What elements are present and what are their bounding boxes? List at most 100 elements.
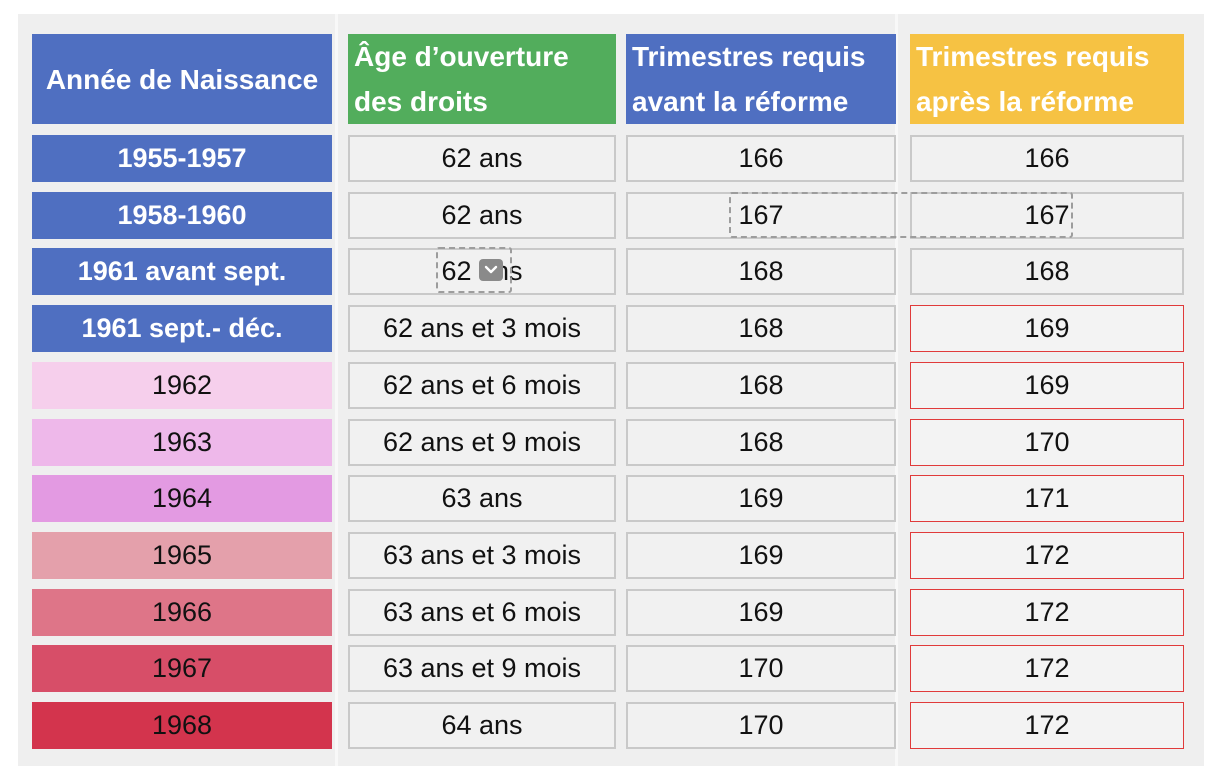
cell-age[interactable]: 62 ans et 9 mois [348, 419, 616, 466]
cell-text: 1965 [151, 540, 213, 570]
cell-age[interactable]: 62 ans [348, 192, 616, 239]
cell-text: 168 [1024, 256, 1070, 286]
cell-text: 62 ans [441, 200, 523, 230]
cell-age[interactable]: 64 ans [348, 702, 616, 749]
cell-text: 166 [1024, 143, 1070, 173]
cell-annee-naissance[interactable]: 1964 [32, 475, 332, 522]
cell-text: 172 [1024, 597, 1070, 627]
cell-avant[interactable]: 166 [626, 135, 896, 182]
chevron-down-icon [484, 265, 498, 274]
column-guide-left [335, 14, 338, 766]
cell-apres[interactable]: 172 [910, 532, 1184, 579]
header-avant-line-2: avant la réforme [632, 86, 849, 117]
cell-text: 169 [1024, 313, 1070, 343]
cell-annee-naissance[interactable]: 1965 [32, 532, 332, 579]
cell-age[interactable]: 63 ans et 6 mois [348, 589, 616, 636]
cell-apres[interactable]: 169 [910, 362, 1184, 409]
header-apres-line-1: Trimestres requis [916, 41, 1150, 72]
cell-avant[interactable]: 170 [626, 645, 896, 692]
cell-text: 168 [738, 427, 784, 457]
cell-avant[interactable]: 168 [626, 248, 896, 295]
cell-apres[interactable]: 166 [910, 135, 1184, 182]
cell-text: 169 [1024, 370, 1070, 400]
cell-age[interactable]: 62 ans et 6 mois [348, 362, 616, 409]
cell-text: 1964 [151, 483, 213, 513]
cell-avant[interactable]: 169 [626, 475, 896, 522]
cell-annee-naissance[interactable]: 1955-1957 [32, 135, 332, 182]
cell-apres[interactable]: 171 [910, 475, 1184, 522]
cell-annee-naissance[interactable]: 1962 [32, 362, 332, 409]
cell-avant[interactable]: 170 [626, 702, 896, 749]
cell-text: 62 ans et 6 mois [382, 370, 582, 400]
cell-text: 1966 [151, 597, 213, 627]
cell-text: 1955-1957 [117, 143, 247, 173]
header-annee-de-naissance[interactable]: Année de Naissance [32, 34, 332, 124]
cell-text: 172 [1024, 653, 1070, 683]
cell-text: 171 [1024, 483, 1070, 513]
cell-text: 172 [1024, 540, 1070, 570]
cell-annee-naissance[interactable]: 1967 [32, 645, 332, 692]
header-annee-label: Année de Naissance [45, 63, 319, 95]
cell-text: 1963 [151, 427, 213, 457]
cell-text: 172 [1024, 710, 1070, 740]
cell-text: 169 [738, 597, 784, 627]
cell-apres[interactable]: 172 [910, 702, 1184, 749]
cell-age[interactable]: 62 ans et 3 mois [348, 305, 616, 352]
cell-text: 1967 [151, 653, 213, 683]
cell-annee-naissance[interactable]: 1961 avant sept. [32, 248, 332, 295]
cell-apres[interactable]: 168 [910, 248, 1184, 295]
cell-annee-naissance[interactable]: 1958-1960 [32, 192, 332, 239]
cell-apres[interactable]: 169 [910, 305, 1184, 352]
cell-text: 166 [738, 143, 784, 173]
cell-avant[interactable]: 167 [626, 192, 896, 239]
cell-text: 1968 [151, 710, 213, 740]
cell-age[interactable]: 62 ans [348, 135, 616, 182]
cell-text: 167 [1024, 200, 1070, 230]
cell-text: 63 ans et 3 mois [382, 540, 582, 570]
cell-text: 168 [738, 313, 784, 343]
cell-text: 62 ans et 9 mois [382, 427, 582, 457]
cell-avant[interactable]: 168 [626, 419, 896, 466]
cell-avant[interactable]: 169 [626, 532, 896, 579]
header-trimestres-avant[interactable]: Trimestres requis avant la réforme [626, 34, 896, 124]
cell-text: 170 [738, 653, 784, 683]
cell-apres[interactable]: 172 [910, 645, 1184, 692]
cell-text: 63 ans et 9 mois [382, 653, 582, 683]
cell-age[interactable]: 63 ans et 9 mois [348, 645, 616, 692]
cell-apres[interactable]: 172 [910, 589, 1184, 636]
header-age-ouverture[interactable]: Âge d’ouverture des droits [348, 34, 616, 124]
cell-text: 168 [738, 256, 784, 286]
cell-age[interactable]: 63 ans et 3 mois [348, 532, 616, 579]
cell-annee-naissance[interactable]: 1968 [32, 702, 332, 749]
cell-apres[interactable]: 167 [910, 192, 1184, 239]
cell-options-button[interactable] [479, 259, 503, 281]
cell-annee-naissance[interactable]: 1963 [32, 419, 332, 466]
cell-text: 169 [738, 540, 784, 570]
cell-avant[interactable]: 169 [626, 589, 896, 636]
cell-apres[interactable]: 170 [910, 419, 1184, 466]
cell-avant[interactable]: 168 [626, 362, 896, 409]
cell-text: 1961 sept.- déc. [81, 313, 283, 343]
cell-text: 64 ans [441, 710, 523, 740]
cell-text: 169 [738, 483, 784, 513]
cell-text: 170 [1024, 427, 1070, 457]
cell-text: 1958-1960 [117, 200, 247, 230]
column-guide-right [895, 14, 898, 766]
cell-age[interactable]: 62 ans [348, 248, 616, 295]
cell-annee-naissance[interactable]: 1961 sept.- déc. [32, 305, 332, 352]
cell-age[interactable]: 63 ans [348, 475, 616, 522]
cell-avant[interactable]: 168 [626, 305, 896, 352]
header-apres-line-2: après la réforme [916, 86, 1134, 117]
cell-text: 167 [738, 200, 784, 230]
header-trimestres-apres[interactable]: Trimestres requis après la réforme [910, 34, 1184, 124]
cell-text: 62 ans et 3 mois [382, 313, 582, 343]
cell-text: 1961 avant sept. [77, 256, 287, 286]
cell-text: 168 [738, 370, 784, 400]
cell-text: 62 ans [441, 143, 523, 173]
cell-annee-naissance[interactable]: 1966 [32, 589, 332, 636]
cell-text: 170 [738, 710, 784, 740]
header-age-line-1: Âge d’ouverture [354, 41, 569, 72]
header-avant-line-1: Trimestres requis [632, 41, 866, 72]
cell-text: 63 ans [441, 483, 523, 513]
